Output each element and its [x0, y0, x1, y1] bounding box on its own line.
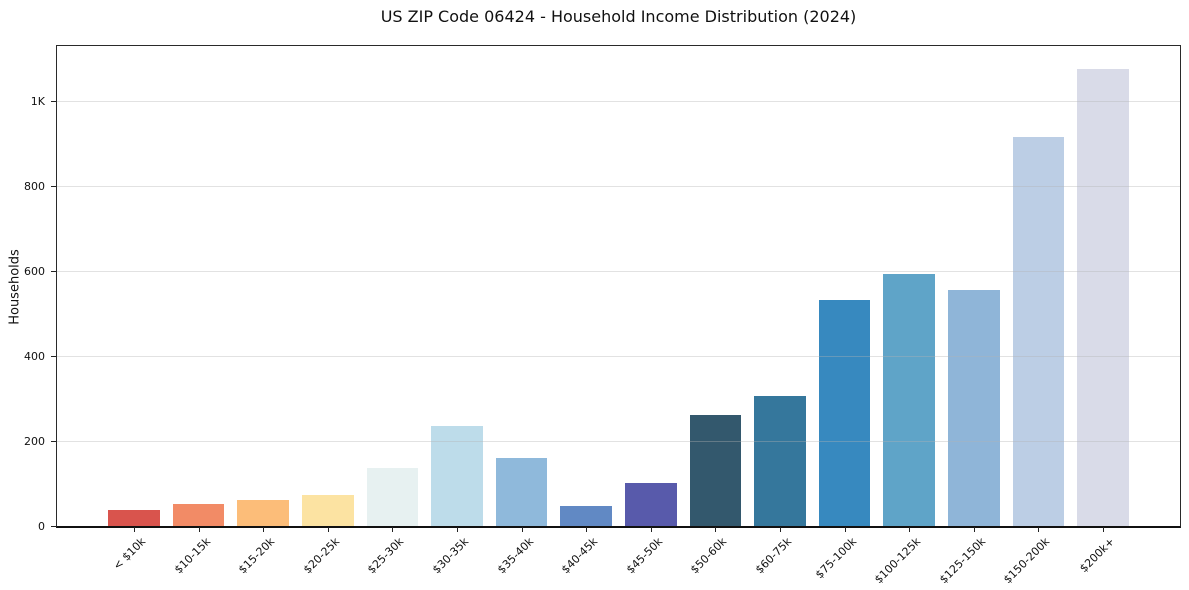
x-tick-label: $200k+: [1077, 535, 1118, 576]
x-tick-mark: [844, 527, 846, 532]
y-tick-mark: [51, 526, 56, 527]
y-tick-label: 600: [24, 265, 45, 279]
x-tick-mark: [198, 527, 200, 532]
x-tick-label: $10-15k: [171, 535, 213, 577]
x-tick-mark: [909, 527, 911, 532]
bar: [172, 503, 225, 527]
y-axis-ticks: [51, 46, 56, 527]
bar: [301, 495, 354, 527]
x-tick-mark: [1038, 527, 1040, 532]
bar: [366, 467, 419, 527]
bar: [108, 509, 160, 527]
bar: [237, 500, 289, 527]
x-tick-label: $25-30k: [365, 535, 407, 577]
y-tick-mark: [51, 356, 56, 358]
chart-title: US ZIP Code 06424 - Household Income Dis…: [380, 7, 857, 26]
x-tick-label: $125-150k: [936, 535, 989, 587]
x-tick-label: $50-60k: [688, 535, 730, 577]
bar: [560, 505, 613, 527]
x-tick-mark: [973, 527, 975, 532]
x-tick-label: $15-20k: [236, 535, 278, 577]
x-tick-label: $150-200k: [1001, 535, 1053, 587]
bar: [818, 299, 871, 527]
bar: [495, 458, 548, 527]
y-tick-label: 1K: [30, 95, 45, 109]
x-tick-mark: [133, 527, 135, 532]
gridline: [57, 356, 1180, 358]
y-tick-mark: [51, 441, 56, 443]
gridline: [57, 186, 1180, 188]
y-tick-mark: [51, 271, 56, 273]
gridline: [57, 271, 1180, 273]
x-tick-mark: [780, 527, 782, 532]
x-tick-label: < $10k: [110, 535, 149, 573]
x-tick-labels: < $10k $10-15k $15-20k $20-25k $25-30k $30-35…: [57, 535, 1180, 590]
y-tick-label: 200: [24, 435, 45, 449]
bar: [1077, 68, 1129, 527]
bar: [689, 415, 742, 527]
x-tick-label: $45-50k: [623, 535, 665, 577]
bar: [754, 395, 806, 527]
y-tick-mark: [51, 101, 56, 103]
x-tick-label: $75-100k: [812, 535, 859, 582]
x-tick-label: $35-40k: [494, 535, 536, 577]
x-tick-mark: [456, 527, 458, 532]
gridline: [57, 101, 1180, 103]
y-tick-labels: 0 200 400 600 800 1K: [0, 46, 47, 533]
x-tick-mark: [650, 527, 652, 532]
x-tick-label: $100-125k: [872, 535, 924, 587]
y-tick-label: 800: [24, 180, 45, 194]
y-tick-label: 0: [38, 520, 45, 533]
x-tick-mark: [586, 527, 588, 532]
x-tick-label: $30-35k: [429, 535, 472, 577]
gridline: [57, 441, 1180, 443]
y-tick-label: 400: [24, 350, 45, 364]
x-tick-mark: [327, 527, 329, 532]
bar: [883, 273, 936, 527]
x-tick-mark: [263, 527, 265, 532]
x-axis-ticks: [57, 527, 1180, 533]
plot-area: [57, 46, 1180, 527]
y-tick-mark: [51, 186, 56, 188]
x-tick-label: $20-25k: [300, 535, 342, 577]
bar: [431, 426, 483, 527]
x-tick-mark: [1103, 527, 1105, 532]
bar: [948, 290, 1000, 527]
x-tick-mark: [521, 527, 523, 532]
bar: [1012, 136, 1065, 527]
x-tick-mark: [392, 527, 394, 532]
bar: [624, 483, 677, 527]
gridlines-layer: [57, 46, 1180, 527]
x-tick-mark: [715, 527, 717, 532]
x-tick-label: $40-45k: [559, 535, 601, 577]
bars-layer: [57, 46, 1180, 527]
x-tick-label: $60-75k: [752, 535, 795, 577]
